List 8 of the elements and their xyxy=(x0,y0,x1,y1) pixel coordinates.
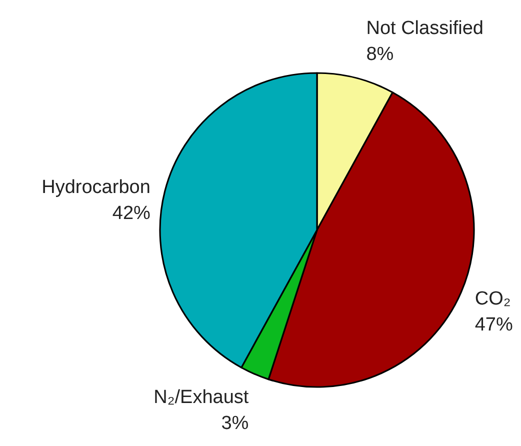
slice-label: N₂/Exhaust xyxy=(154,386,250,408)
slice-label: Hydrocarbon xyxy=(42,177,150,198)
data-label: 8% xyxy=(366,44,394,66)
data-label: 3% xyxy=(221,412,249,434)
slice-label: CO₂ xyxy=(474,288,511,310)
data-label: 47% xyxy=(474,314,513,336)
data-label: 42% xyxy=(112,203,151,224)
slice-label: Not Classified xyxy=(366,18,484,40)
